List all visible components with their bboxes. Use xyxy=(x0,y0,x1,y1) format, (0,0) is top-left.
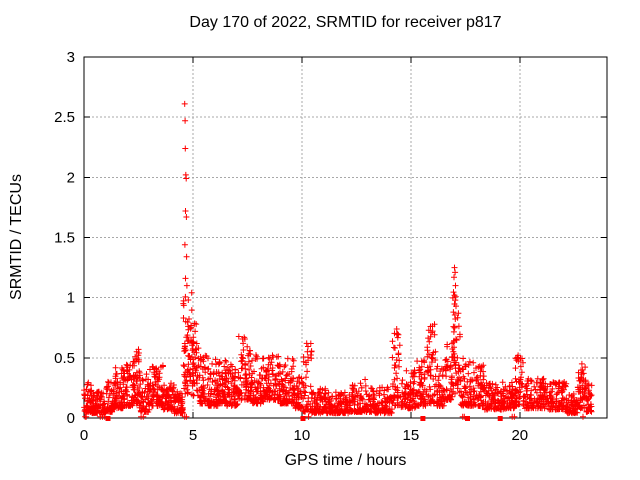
grid-layer xyxy=(84,57,607,418)
x-axis-label: GPS time / hours xyxy=(284,452,407,469)
x-tick-label: 15 xyxy=(403,427,420,444)
x-tick-label: 20 xyxy=(511,427,528,444)
y-tick-label: 0.5 xyxy=(54,350,75,367)
y-tick-label: 2 xyxy=(67,169,75,186)
baseline-square-markers xyxy=(105,416,503,421)
x-tick-label: 5 xyxy=(189,427,197,444)
x-tick-label: 0 xyxy=(80,427,88,444)
y-tick-label: 0 xyxy=(67,410,75,427)
y-tick-label: 1.5 xyxy=(54,230,75,247)
scatter-points xyxy=(81,100,595,420)
y-tick-label: 2.5 xyxy=(54,109,75,126)
y-tick-label: 3 xyxy=(67,49,75,66)
axis-border xyxy=(83,56,608,419)
tick-labels: 0 5 10 15 20 0 0.5 1 1.5 2 2.5 3 xyxy=(54,49,528,444)
chart-title: Day 170 of 2022, SRMTID for receiver p81… xyxy=(189,14,502,31)
y-tick-label: 1 xyxy=(67,290,75,307)
x-tick-label: 10 xyxy=(294,427,311,444)
